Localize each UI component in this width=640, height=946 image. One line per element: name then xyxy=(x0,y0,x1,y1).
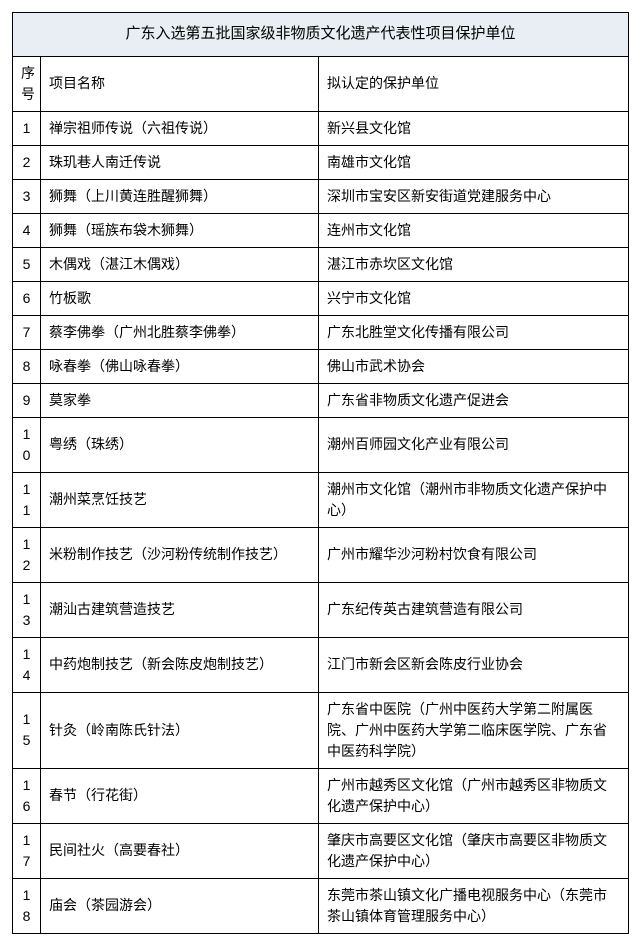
table-row: 2珠玑巷人南迁传说南雄市文化馆 xyxy=(13,145,629,179)
col-header-name: 项目名称 xyxy=(41,56,319,111)
cell-num: 7 xyxy=(13,315,41,349)
cell-num: 6 xyxy=(13,281,41,315)
cell-unit: 广东省非物质文化遗产促进会 xyxy=(319,383,629,417)
cell-num: 18 xyxy=(13,878,41,933)
cell-num: 11 xyxy=(13,472,41,527)
cell-num: 2 xyxy=(13,145,41,179)
cell-num: 15 xyxy=(13,692,41,768)
table-row: 5木偶戏（湛江木偶戏）湛江市赤坎区文化馆 xyxy=(13,247,629,281)
cell-name: 中药炮制技艺（新会陈皮炮制技艺） xyxy=(41,637,319,692)
table-row: 4狮舞（瑶族布袋木狮舞）连州市文化馆 xyxy=(13,213,629,247)
table-title: 广东入选第五批国家级非物质文化遗产代表性项目保护单位 xyxy=(13,13,629,57)
cell-unit: 南雄市文化馆 xyxy=(319,145,629,179)
table-row: 10粤绣（珠绣）潮州百师园文化产业有限公司 xyxy=(13,417,629,472)
table-title-row: 广东入选第五批国家级非物质文化遗产代表性项目保护单位 xyxy=(13,13,629,57)
table-row: 12米粉制作技艺（沙河粉传统制作技艺）广州市耀华沙河粉村饮食有限公司 xyxy=(13,527,629,582)
cell-name: 禅宗祖师传说（六祖传说） xyxy=(41,111,319,145)
cell-name: 民间社火（高要春社） xyxy=(41,823,319,878)
cell-num: 5 xyxy=(13,247,41,281)
cell-name: 咏春拳（佛山咏春拳） xyxy=(41,349,319,383)
cell-unit: 江门市新会区新会陈皮行业协会 xyxy=(319,637,629,692)
cell-unit: 湛江市赤坎区文化馆 xyxy=(319,247,629,281)
cell-unit: 潮州百师园文化产业有限公司 xyxy=(319,417,629,472)
cell-name: 粤绣（珠绣） xyxy=(41,417,319,472)
heritage-table: 广东入选第五批国家级非物质文化遗产代表性项目保护单位 序号 项目名称 拟认定的保… xyxy=(12,12,629,934)
cell-num: 9 xyxy=(13,383,41,417)
table-row: 8咏春拳（佛山咏春拳）佛山市武术协会 xyxy=(13,349,629,383)
cell-unit: 连州市文化馆 xyxy=(319,213,629,247)
cell-num: 16 xyxy=(13,768,41,823)
cell-num: 4 xyxy=(13,213,41,247)
table-row: 14中药炮制技艺（新会陈皮炮制技艺）江门市新会区新会陈皮行业协会 xyxy=(13,637,629,692)
table-row: 16春节（行花街）广州市越秀区文化馆（广州市越秀区非物质文化遗产保护中心） xyxy=(13,768,629,823)
cell-unit: 肇庆市高要区文化馆（肇庆市高要区非物质文化遗产保护中心） xyxy=(319,823,629,878)
cell-name: 木偶戏（湛江木偶戏） xyxy=(41,247,319,281)
cell-num: 8 xyxy=(13,349,41,383)
table-row: 7蔡李佛拳（广州北胜蔡李佛拳）广东北胜堂文化传播有限公司 xyxy=(13,315,629,349)
cell-name: 春节（行花街） xyxy=(41,768,319,823)
table-row: 13潮汕古建筑营造技艺广东纪传英古建筑营造有限公司 xyxy=(13,582,629,637)
cell-num: 17 xyxy=(13,823,41,878)
cell-unit: 潮州市文化馆（潮州市非物质文化遗产保护中心） xyxy=(319,472,629,527)
cell-num: 13 xyxy=(13,582,41,637)
cell-name: 狮舞（上川黄连胜醒狮舞） xyxy=(41,179,319,213)
cell-unit: 佛山市武术协会 xyxy=(319,349,629,383)
cell-name: 竹板歌 xyxy=(41,281,319,315)
cell-num: 1 xyxy=(13,111,41,145)
table-row: 15针灸（岭南陈氏针法）广东省中医院（广州中医药大学第二附属医院、广州中医药大学… xyxy=(13,692,629,768)
table-header-row: 序号 项目名称 拟认定的保护单位 xyxy=(13,56,629,111)
cell-unit: 广东纪传英古建筑营造有限公司 xyxy=(319,582,629,637)
cell-name: 莫家拳 xyxy=(41,383,319,417)
cell-num: 3 xyxy=(13,179,41,213)
cell-unit: 兴宁市文化馆 xyxy=(319,281,629,315)
cell-unit: 新兴县文化馆 xyxy=(319,111,629,145)
cell-num: 14 xyxy=(13,637,41,692)
cell-unit: 广东北胜堂文化传播有限公司 xyxy=(319,315,629,349)
cell-name: 针灸（岭南陈氏针法） xyxy=(41,692,319,768)
table-row: 17民间社火（高要春社）肇庆市高要区文化馆（肇庆市高要区非物质文化遗产保护中心） xyxy=(13,823,629,878)
cell-name: 蔡李佛拳（广州北胜蔡李佛拳） xyxy=(41,315,319,349)
table-row: 9莫家拳广东省非物质文化遗产促进会 xyxy=(13,383,629,417)
col-header-unit: 拟认定的保护单位 xyxy=(319,56,629,111)
col-header-num: 序号 xyxy=(13,56,41,111)
cell-unit: 广州市耀华沙河粉村饮食有限公司 xyxy=(319,527,629,582)
table-row: 6竹板歌兴宁市文化馆 xyxy=(13,281,629,315)
cell-name: 庙会（茶园游会） xyxy=(41,878,319,933)
cell-name: 珠玑巷人南迁传说 xyxy=(41,145,319,179)
cell-name: 潮州菜烹饪技艺 xyxy=(41,472,319,527)
cell-num: 10 xyxy=(13,417,41,472)
cell-name: 狮舞（瑶族布袋木狮舞） xyxy=(41,213,319,247)
table-row: 18庙会（茶园游会）东莞市茶山镇文化广播电视服务中心（东莞市茶山镇体育管理服务中… xyxy=(13,878,629,933)
table-row: 1禅宗祖师传说（六祖传说）新兴县文化馆 xyxy=(13,111,629,145)
table-row: 3狮舞（上川黄连胜醒狮舞）深圳市宝安区新安街道党建服务中心 xyxy=(13,179,629,213)
cell-unit: 深圳市宝安区新安街道党建服务中心 xyxy=(319,179,629,213)
cell-name: 米粉制作技艺（沙河粉传统制作技艺） xyxy=(41,527,319,582)
cell-num: 12 xyxy=(13,527,41,582)
cell-unit: 东莞市茶山镇文化广播电视服务中心（东莞市茶山镇体育管理服务中心） xyxy=(319,878,629,933)
table-row: 11潮州菜烹饪技艺潮州市文化馆（潮州市非物质文化遗产保护中心） xyxy=(13,472,629,527)
cell-unit: 广东省中医院（广州中医药大学第二附属医院、广州中医药大学第二临床医学院、广东省中… xyxy=(319,692,629,768)
cell-unit: 广州市越秀区文化馆（广州市越秀区非物质文化遗产保护中心） xyxy=(319,768,629,823)
cell-name: 潮汕古建筑营造技艺 xyxy=(41,582,319,637)
